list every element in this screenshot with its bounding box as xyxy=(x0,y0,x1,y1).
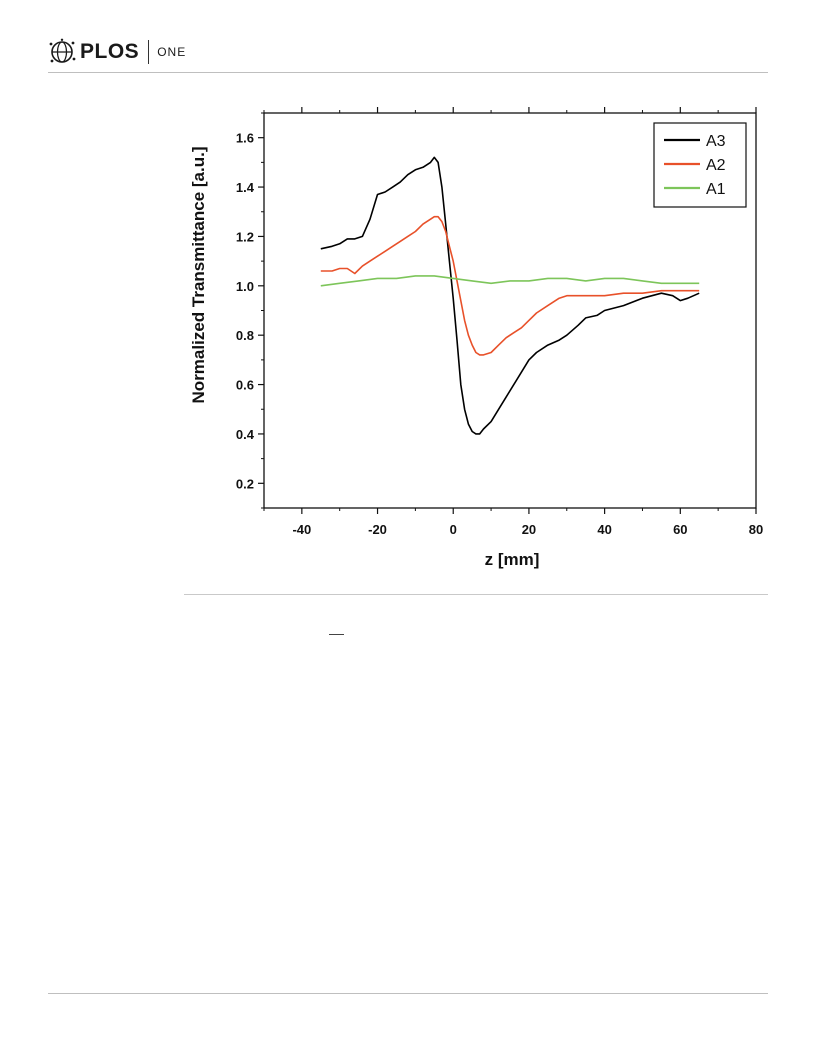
header-divider xyxy=(48,72,768,73)
x-tick-label: -20 xyxy=(368,522,387,537)
x-tick-label: 60 xyxy=(673,522,687,537)
y-tick-label: 0.4 xyxy=(236,427,255,442)
legend-label: A3 xyxy=(706,133,726,150)
x-axis-label: z [mm] xyxy=(485,550,540,569)
transmittance-chart: -40 -20 0 20 40 60 800.20.40.60.81.01.21.41.6 … xyxy=(189,107,763,569)
journal-header: PLOS ONE xyxy=(48,34,186,70)
figure-divider xyxy=(184,594,768,595)
y-tick-label: 1.0 xyxy=(236,279,254,294)
x-tick-label: 40 xyxy=(597,522,611,537)
plot-series xyxy=(320,156,700,435)
y-tick-label: 1.6 xyxy=(236,131,254,146)
plos-globe-icon xyxy=(49,38,76,63)
x-tick-label: -40 xyxy=(292,522,311,537)
y-tick-label: 0.2 xyxy=(236,476,254,491)
y-tick-label: 1.4 xyxy=(236,180,255,195)
y-axis-label: Normalized Transmittance [a.u.] xyxy=(189,147,208,404)
series-line-a1 xyxy=(320,275,700,287)
y-tick-label: 0.6 xyxy=(236,378,254,393)
journal-name: ONE xyxy=(157,45,187,59)
legend-label: A2 xyxy=(706,157,726,174)
x-tick-label: 20 xyxy=(522,522,536,537)
figure: -40 -20 0 20 40 60 80 0.2 0.4 0.6 0.8 1.0 1.2 1.4 1.6 … xyxy=(184,103,768,573)
footer-divider xyxy=(48,993,768,994)
overline-mark xyxy=(329,634,344,635)
y-tick-label: 0.8 xyxy=(236,328,254,343)
axis-ticks: -40 -20 0 20 40 60 80 0.2 0.4 0.6 0.8 1.0 1.2 1.4 1.6 xyxy=(236,107,763,537)
legend-label: A1 xyxy=(706,181,726,198)
legend: A3 A2 A1 xyxy=(653,122,747,208)
brand-separator xyxy=(148,40,150,64)
brand-name: PLOS xyxy=(80,40,140,63)
x-tick-label: 80 xyxy=(749,522,763,537)
y-tick-label: 1.2 xyxy=(236,229,254,244)
series-line-a2 xyxy=(320,215,700,356)
series-line-a3 xyxy=(320,156,700,435)
x-tick-label: 0 xyxy=(450,522,457,537)
